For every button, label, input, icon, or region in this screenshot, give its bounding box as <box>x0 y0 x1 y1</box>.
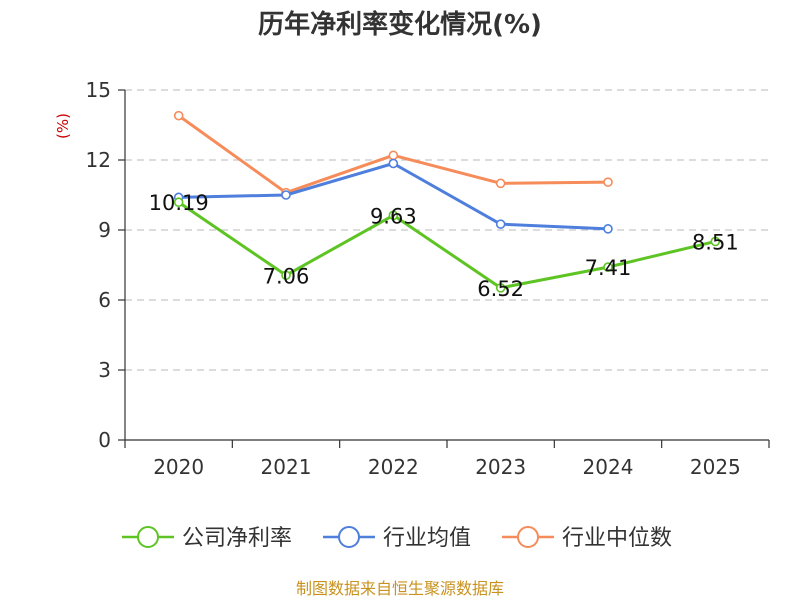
data-point-2-3 <box>495 178 506 189</box>
y-tick-label-0: 0 <box>98 428 111 452</box>
data-point-2-0 <box>173 110 184 121</box>
y-tick-label-6: 6 <box>98 288 111 312</box>
data-point-2-4 <box>603 177 613 187</box>
series-0 <box>173 197 721 293</box>
y-tick-label-15: 15 <box>86 78 111 102</box>
x-tick-label-2022: 2022 <box>368 455 419 479</box>
legend-marker-1 <box>338 526 360 548</box>
data-point-0-0 <box>173 197 184 208</box>
legend[interactable]: 公司净利率 行业均值 行业中位数 <box>122 526 672 551</box>
data-point-1-4 <box>603 224 613 234</box>
legend-marker-2 <box>517 526 539 548</box>
legend-label-0: 公司净利率 <box>182 526 292 551</box>
legend-item-2[interactable]: 行业中位数 <box>502 526 672 551</box>
data-point-0-1 <box>281 270 291 281</box>
axes: 0 3 6 9 12 15 2020 2021 2022 2023 2024 2025 <box>86 78 770 479</box>
y-tick-label-12: 12 <box>86 148 111 172</box>
data-label-1: 7.06 <box>263 264 310 288</box>
legend-label-2: 行业中位数 <box>562 526 672 551</box>
legend-label-1: 行业均值 <box>383 526 471 551</box>
data-point-1-3 <box>495 219 506 229</box>
x-tick-label-2024: 2024 <box>583 455 634 479</box>
data-point-0-5 <box>710 236 721 247</box>
data-point-2-2 <box>388 150 399 161</box>
x-tick-label-2021: 2021 <box>261 455 312 479</box>
data-label-3: 6.52 <box>477 277 524 301</box>
series-line-0 <box>177 200 717 290</box>
y-tick-label-9: 9 <box>98 218 111 242</box>
chart-title: 历年净利率变化情况(%) <box>258 9 542 40</box>
data-point-0-2 <box>388 210 399 221</box>
data-point-1-2 <box>388 158 399 169</box>
series-group <box>173 110 721 293</box>
series-2 <box>173 110 613 198</box>
y-tick-label-3: 3 <box>98 358 111 382</box>
legend-marker-0 <box>137 526 159 548</box>
source-note: 制图数据来自恒生聚源数据库 <box>296 579 504 598</box>
legend-item-0[interactable]: 公司净利率 <box>122 526 292 551</box>
y-axis-unit: (%) <box>54 113 72 139</box>
data-point-0-4 <box>603 262 613 272</box>
data-point-1-1 <box>281 190 291 200</box>
data-label-5: 8.51 <box>692 230 739 254</box>
data-label-4: 7.41 <box>585 256 632 280</box>
data-label-0: 10.19 <box>149 191 209 215</box>
data-label-2: 9.63 <box>370 204 417 228</box>
data-labels: 10.19 7.06 9.63 6.52 7.41 8.51 <box>149 191 739 301</box>
x-tick-label-2020: 2020 <box>153 455 204 479</box>
x-tick-label-2025: 2025 <box>690 455 741 479</box>
data-point-0-3 <box>495 283 506 293</box>
legend-item-1[interactable]: 行业均值 <box>323 526 471 551</box>
x-tick-label-2023: 2023 <box>475 455 526 479</box>
